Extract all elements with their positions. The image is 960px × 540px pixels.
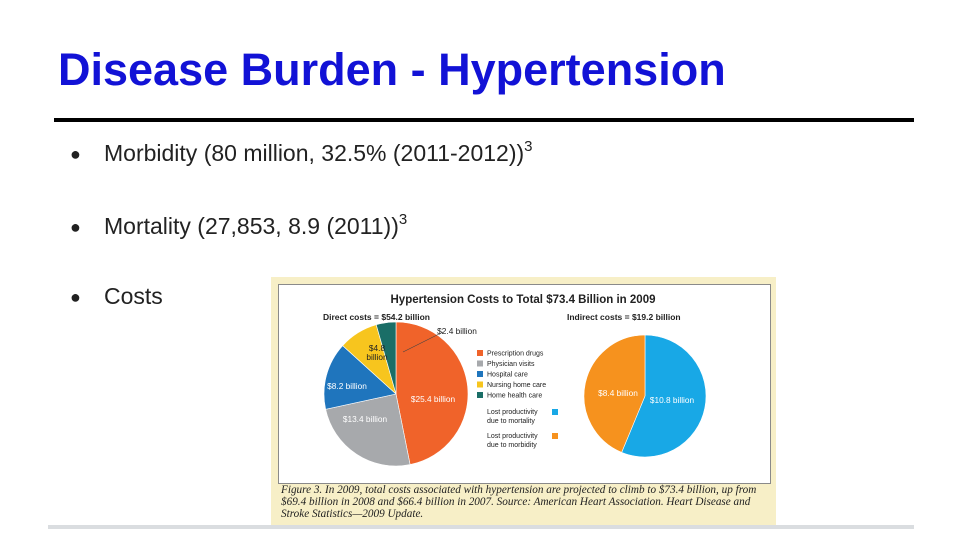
- footnote-ref: 3: [398, 211, 408, 228]
- slice-label: $10.8 billion: [650, 395, 695, 405]
- footnote-ref: 3: [524, 138, 533, 155]
- slice-label: $25.4 billion: [411, 394, 456, 404]
- bullet-mortality-text: Mortality (27,853, 8.9 (2011)): [104, 213, 399, 239]
- slide-title: Disease Burden - Hypertension: [58, 44, 726, 95]
- direct-costs-label: Direct costs = $54.2 billion: [323, 312, 430, 322]
- legend-swatch: [477, 371, 483, 377]
- bullet-dot: ●: [70, 217, 81, 238]
- bullet-costs-text: Costs: [104, 283, 163, 309]
- legend-swatch: [477, 392, 483, 398]
- legend-label-prescription-drugs: Prescription drugs: [487, 351, 544, 358]
- pie-slice-hospital-care: [323, 345, 397, 410]
- legend-label-hospital-care: Hospital care: [487, 372, 528, 379]
- pie-slice-lost-productivity-due-to-morbidity: [583, 334, 646, 453]
- slice-label: $8.2 billion: [327, 381, 367, 391]
- legend-label-home-health-care: Home health care: [487, 393, 542, 400]
- indirect-costs-legend: Lost productivity due to mortality Lost pr…: [487, 409, 558, 449]
- legend-label-physician-visits: Physician visits: [487, 361, 535, 368]
- label-leader: [402, 331, 444, 353]
- bullet-mortality: ● Mortality (27,853, 8.9 (2011))3: [70, 211, 407, 240]
- slice-label: $8.4 billion: [598, 388, 638, 398]
- pie-slice-home-health-care: [375, 321, 397, 395]
- pie-slice-lost-productivity-due-to-mortality: [621, 334, 707, 458]
- bullet-dot: ●: [70, 144, 81, 165]
- legend-swatch: [477, 360, 483, 367]
- legend-swatch: [477, 350, 483, 356]
- chart-title: Hypertension Costs to Total $73.4 Billio…: [391, 294, 656, 306]
- legend-label-lost-productivity-due-to-mortality: Lost productivity due to mortality: [487, 409, 538, 425]
- bullet-dot: ●: [70, 287, 81, 308]
- footer-rule: [48, 525, 914, 529]
- slice-label: $2.4 billion: [437, 326, 477, 336]
- bullet-morbidity: ● Morbidity (80 million, 32.5% (2011-2012…: [70, 138, 533, 167]
- title-underline: [54, 118, 914, 122]
- legend-swatch: [477, 381, 483, 388]
- bullet-morbidity-text: Morbidity (80 million, 32.5% (2011-2012)…: [104, 140, 525, 166]
- figure-caption: Figure 3. In 2009, total costs associate…: [281, 484, 757, 520]
- direct-costs-pie: $25.4 billion $13.4 billion $8.2 billion $4…: [323, 321, 477, 467]
- pie-slice-prescription-drugs: [395, 321, 469, 465]
- cost-charts: Hypertension Costs to Total $73.4 Billio…: [323, 294, 707, 467]
- bullet-costs: ● Costs: [70, 283, 163, 310]
- indirect-costs-pie: $10.8 billion $8.4 billion: [583, 334, 707, 458]
- slice-label: $13.4 billion: [343, 414, 388, 424]
- pie-slice-physician-visits: [325, 393, 411, 467]
- legend-label-lost-productivity-due-to-morbidity: Lost productivity due to morbidity: [487, 433, 538, 449]
- legend-swatch: [552, 409, 558, 415]
- cost-figure: Hypertension Costs to Total $73.4 Billio…: [271, 277, 776, 525]
- legend-swatch: [552, 433, 558, 439]
- legend-label-nursing-home-care: Nursing home care: [487, 382, 546, 389]
- slice-label: $4.8 billion: [366, 343, 388, 362]
- indirect-costs-label: Indirect costs = $19.2 billion: [567, 312, 681, 322]
- direct-costs-legend: Prescription drugs Physician visits Hospit…: [477, 350, 546, 400]
